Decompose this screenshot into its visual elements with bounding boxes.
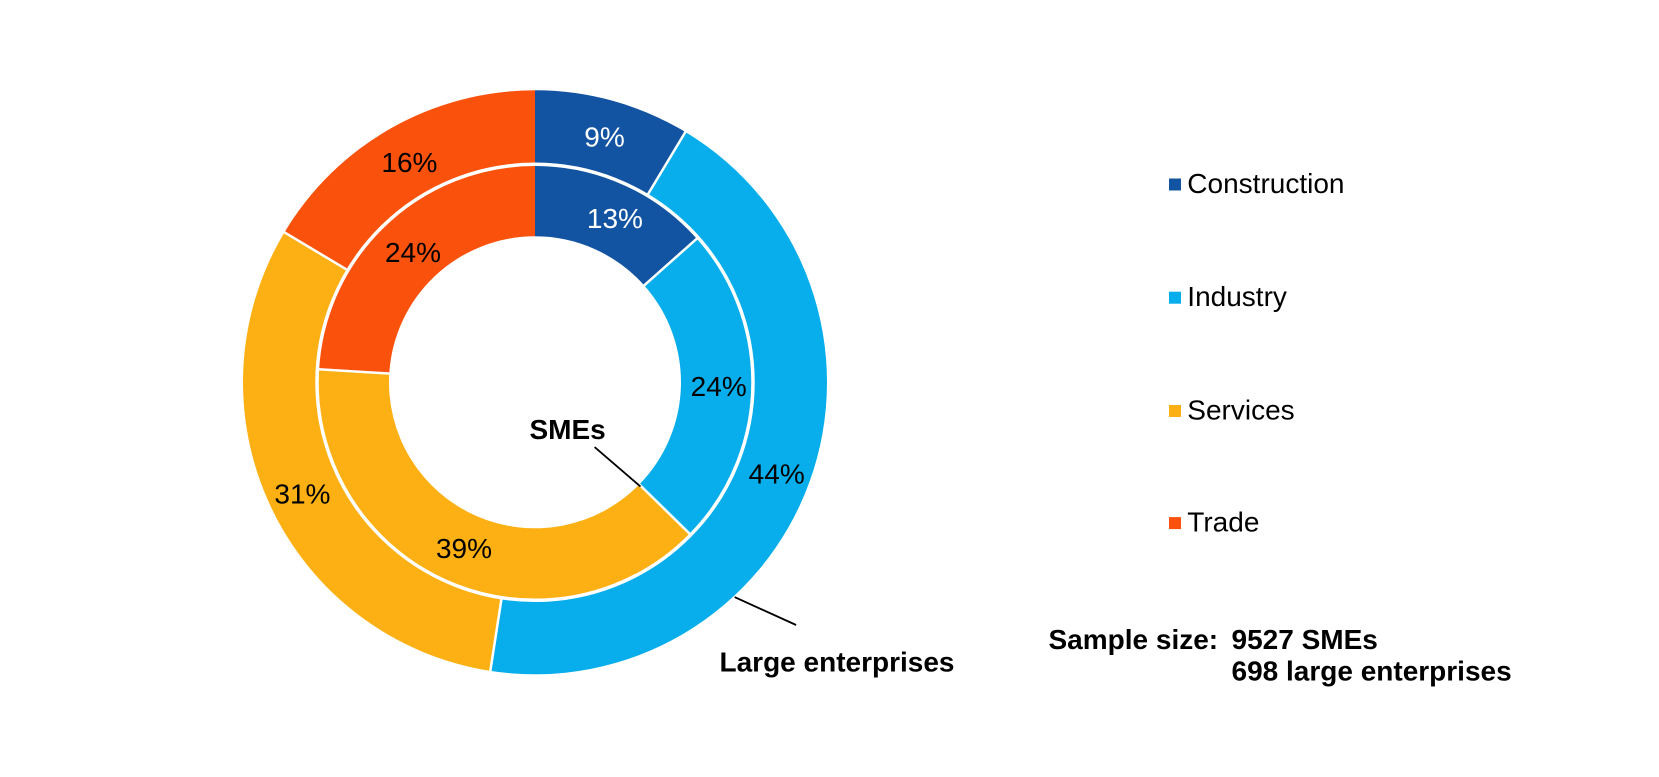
svg-text:698 large enterprises: 698 large enterprises <box>1232 656 1512 687</box>
svg-text:SMEs: SMEs <box>530 414 606 445</box>
svg-text:44%: 44% <box>749 458 805 489</box>
svg-text:9%: 9% <box>584 122 624 153</box>
svg-text:31%: 31% <box>274 478 330 509</box>
svg-text:Large enterprises: Large enterprises <box>720 646 955 677</box>
svg-text:39%: 39% <box>436 533 492 564</box>
svg-text:16%: 16% <box>381 147 437 178</box>
svg-text:Services: Services <box>1187 395 1294 426</box>
svg-text:Construction: Construction <box>1187 168 1344 199</box>
svg-text:24%: 24% <box>691 371 747 402</box>
svg-text:Industry: Industry <box>1187 281 1287 312</box>
svg-text:Sample size:: Sample size: <box>1049 624 1219 655</box>
svg-text:9527 SMEs: 9527 SMEs <box>1232 624 1378 655</box>
svg-text:13%: 13% <box>587 203 643 234</box>
svg-text:Trade: Trade <box>1187 507 1259 538</box>
svg-text:24%: 24% <box>385 237 441 268</box>
